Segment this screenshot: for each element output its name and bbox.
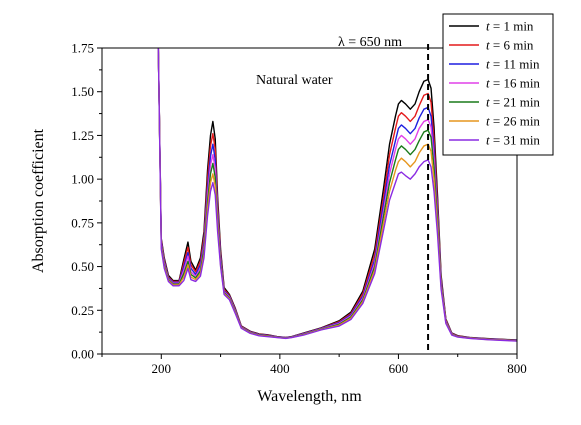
- x-tick-label-1: 400: [270, 361, 290, 376]
- y-tick-label-1: 0.25: [71, 303, 94, 318]
- y-tick-label-2: 0.50: [71, 259, 94, 274]
- y-tick-label-5: 1.25: [71, 128, 94, 143]
- y-axis-title: Absorption coefficient: [30, 128, 47, 273]
- legend-label-6: t = 26 min: [486, 114, 540, 129]
- natural-water-annotation: Natural water: [256, 73, 333, 88]
- y-tick-label-3: 0.75: [71, 215, 94, 230]
- x-tick-label-2: 600: [389, 361, 409, 376]
- series-layer: [157, 47, 518, 342]
- legend-label-7: t = 31 min: [486, 133, 540, 148]
- y-tick-label-4: 1.00: [71, 172, 94, 187]
- legend-label-3: t = 11 min: [486, 57, 540, 72]
- legend-label-2: t = 6 min: [486, 38, 534, 53]
- legend-box: [442, 13, 554, 156]
- x-axis-title: Wavelength, nm: [257, 388, 362, 405]
- tick-layer: 200 400 600 800 0.00 0.25 0.50 0.75 1.00 1.25 1.50…: [71, 41, 527, 377]
- legend-label-4: t = 16 min: [486, 76, 540, 91]
- legend: t = 1 min t = 6 min t = 11 min t = 16 min t …: [442, 13, 554, 156]
- wavelength-marker-annotation: λ = 650 nm: [338, 35, 402, 50]
- y-tick-label-6: 1.50: [71, 84, 94, 99]
- legend-label-1: t = 1 min: [486, 19, 534, 34]
- x-tick-label-0: 200: [152, 361, 172, 376]
- series-line-7: [157, 47, 518, 342]
- y-tick-label-7: 1.75: [71, 41, 94, 56]
- y-tick-label-0: 0.00: [71, 347, 94, 362]
- legend-label-5: t = 21 min: [486, 95, 540, 110]
- x-tick-label-3: 800: [507, 361, 527, 376]
